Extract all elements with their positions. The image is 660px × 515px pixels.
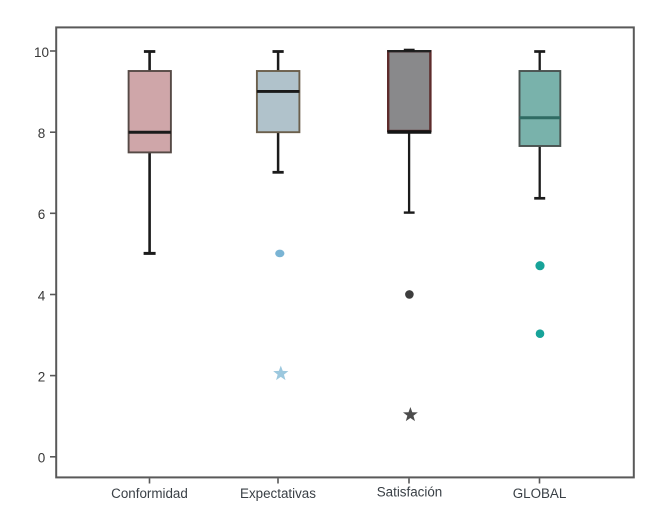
svg-text:8: 8	[38, 126, 46, 141]
svg-text:10: 10	[34, 45, 49, 60]
svg-text:6: 6	[38, 207, 46, 222]
svg-text:Expectativas: Expectativas	[240, 486, 316, 501]
svg-text:Conformidad: Conformidad	[111, 486, 188, 501]
svg-text:0: 0	[38, 451, 46, 466]
svg-text:4: 4	[38, 288, 46, 303]
svg-text:Satisfación: Satisfación	[377, 485, 443, 500]
svg-text:GLOBAL: GLOBAL	[513, 486, 567, 501]
svg-text:2: 2	[38, 369, 46, 384]
